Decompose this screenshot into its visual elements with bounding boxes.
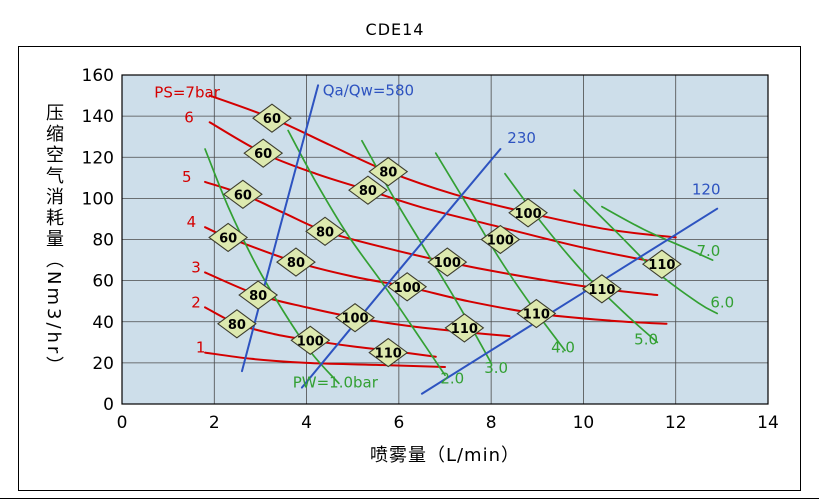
y-tick-label-140: 140 (82, 107, 114, 127)
annotation-4: 4 (187, 213, 197, 231)
droplet-marker-110 (641, 249, 682, 279)
droplet-marker-80 (305, 216, 345, 246)
droplet-marker-value: 110 (648, 258, 675, 273)
curve-qa-qw-230 (300, 148, 502, 389)
annotation-2: 2 (191, 293, 201, 311)
curve-ps-5 (204, 180, 659, 296)
droplet-marker-value: 60 (263, 112, 281, 127)
droplet-marker-value: 80 (228, 318, 246, 333)
droplet-marker-value: 100 (394, 281, 421, 296)
y-tick-label-20: 20 (92, 354, 114, 374)
curve-pw-7-0 (601, 205, 714, 261)
curve-ps-1 (204, 351, 446, 368)
annotation-qa-qw-580: Qa/Qw=580 (323, 82, 414, 100)
droplet-marker-value: 60 (254, 147, 272, 162)
droplet-marker-110 (581, 274, 622, 304)
annotation-5: 5 (182, 168, 192, 186)
annotation-pw-1-0bar: PW=1.0bar (293, 374, 379, 392)
droplet-marker-100 (335, 302, 375, 333)
droplet-marker-value: 110 (451, 322, 478, 337)
droplet-marker-60 (208, 222, 249, 253)
annotation-3-0: 3.0 (484, 359, 508, 377)
annotation-4-0: 4.0 (551, 339, 575, 357)
x-axis-title: 喷雾量（L/min） (369, 445, 521, 466)
annotation-1: 1 (196, 339, 206, 357)
droplet-marker-60 (252, 103, 292, 133)
y-tick-label-60: 60 (92, 272, 114, 292)
droplet-marker-value: 100 (514, 207, 541, 222)
annotation-230: 230 (507, 129, 536, 147)
droplet-marker-80 (368, 156, 409, 187)
droplet-marker-100 (508, 198, 548, 228)
plot-border (121, 74, 769, 405)
curve-qa-qw-580 (240, 84, 320, 373)
x-tick-label-2: 2 (209, 413, 220, 433)
droplet-marker-value: 80 (287, 256, 305, 271)
y-tick-label-40: 40 (92, 313, 114, 333)
droplet-marker-value: 80 (359, 184, 377, 199)
droplet-marker-value: 60 (234, 188, 252, 203)
droplet-marker-value: 80 (316, 225, 334, 240)
x-tick-label-8: 8 (486, 413, 497, 433)
annotation-6: 6 (184, 108, 194, 126)
droplet-marker-60 (222, 179, 263, 209)
annotation-3: 3 (191, 258, 201, 276)
chart-title: CDE14 (365, 20, 425, 39)
x-tick-label-6: 6 (393, 413, 404, 433)
annotation-6-0: 6.0 (710, 293, 734, 311)
droplet-marker-value: 110 (375, 347, 402, 362)
droplet-marker-110 (516, 298, 557, 329)
droplet-marker-80 (238, 280, 279, 310)
curve-qa-qw-120 (420, 207, 719, 395)
droplet-marker-80 (276, 247, 316, 277)
droplet-marker-value: 80 (379, 166, 397, 181)
y-tick-label-160: 160 (82, 66, 114, 86)
droplet-marker-100 (427, 247, 468, 277)
annotation-7-0: 7.0 (696, 242, 720, 260)
droplet-marker-value: 110 (588, 283, 615, 298)
droplet-marker-value: 100 (434, 256, 461, 271)
x-tick-label-0: 0 (117, 413, 128, 433)
annotation-120: 120 (692, 180, 721, 198)
annotation-2-0: 2.0 (440, 369, 464, 387)
droplet-marker-100 (387, 272, 428, 302)
y-tick-label-80: 80 (92, 231, 114, 251)
droplet-marker-100 (290, 325, 331, 355)
x-tick-label-12: 12 (665, 413, 687, 433)
droplet-marker-value: 100 (297, 334, 324, 349)
droplet-marker-60 (243, 138, 284, 168)
droplet-marker-value: 100 (487, 234, 514, 249)
x-tick-label-14: 14 (757, 413, 779, 433)
x-tick-label-4: 4 (301, 413, 312, 433)
y-tick-label-120: 120 (82, 148, 114, 168)
droplet-marker-value: 110 (523, 308, 550, 323)
y-tick-label-100: 100 (82, 189, 114, 209)
droplet-marker-110 (444, 313, 485, 343)
y-axis-title: 压缩空气消耗量（Nm3/hr） (43, 102, 64, 378)
droplet-marker-value: 60 (219, 231, 237, 246)
y-axis-title-box: 压缩空气消耗量（Nm3/hr） (36, 75, 70, 405)
curve-pw-2-0 (287, 129, 446, 377)
droplet-marker-80 (348, 175, 388, 205)
annotation-5-0: 5.0 (634, 330, 658, 348)
droplet-marker-100 (480, 224, 521, 255)
droplet-marker-110 (368, 337, 409, 368)
droplet-marker-80 (216, 309, 257, 339)
annotation-ps-7bar: PS=7bar (154, 84, 220, 102)
x-tick-label-10: 10 (573, 413, 595, 433)
droplet-marker-value: 80 (249, 289, 267, 304)
y-tick-label-0: 0 (103, 395, 114, 415)
droplet-marker-value: 100 (341, 312, 368, 327)
